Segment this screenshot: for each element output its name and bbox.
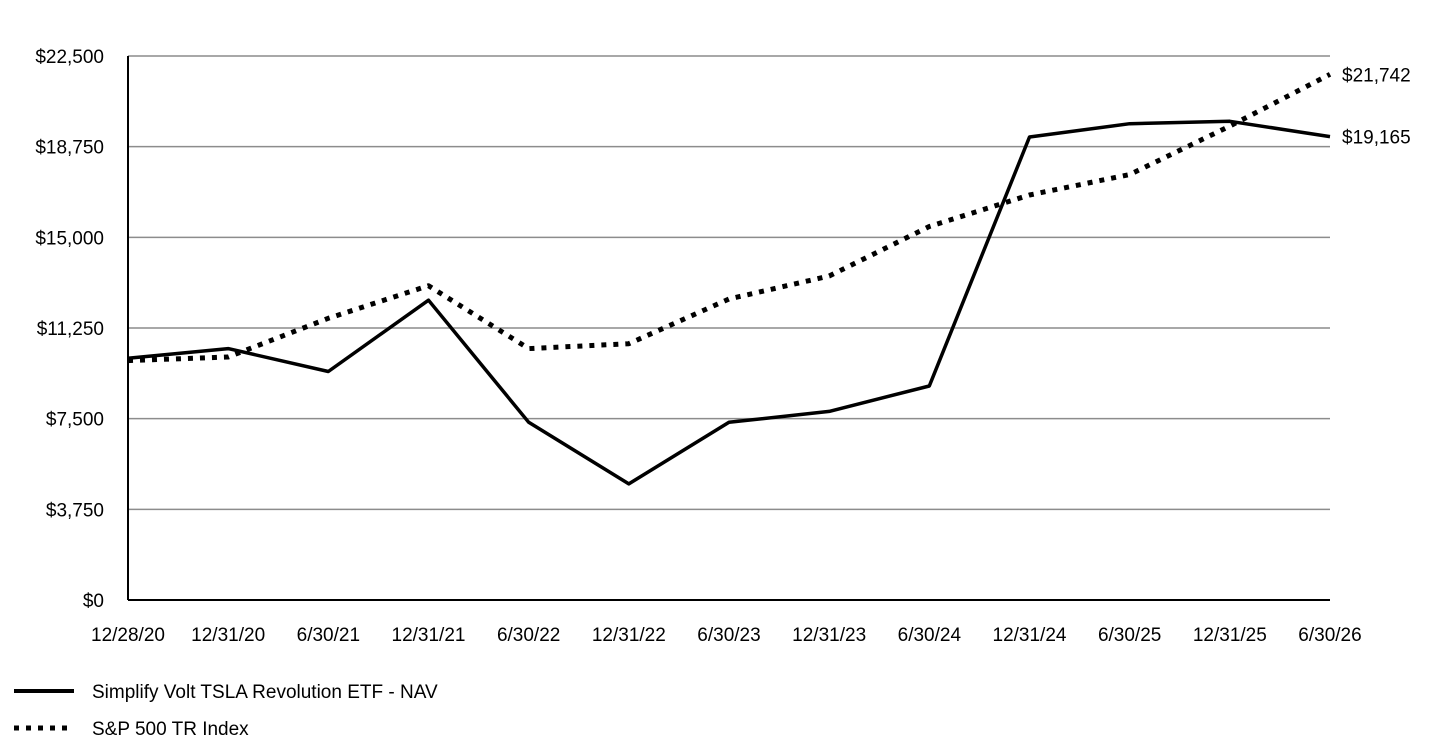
x-tick-label: 12/31/25 [1193, 625, 1267, 646]
x-tick-label: 12/31/21 [392, 625, 466, 646]
end-value-labels: $19,165 $21,742 [1342, 65, 1411, 148]
x-tick-label: 12/31/24 [993, 625, 1067, 646]
legend-label-sp500: S&P 500 TR Index [92, 719, 249, 740]
legend: Simplify Volt TSLA Revolution ETF - NAV … [14, 682, 438, 740]
x-tick-label: 12/31/22 [592, 625, 666, 646]
series-line-nav [127, 119, 1331, 486]
x-tick-label: 6/30/21 [297, 625, 360, 646]
series-line-sp500 [127, 72, 1332, 364]
y-tick-label: $22,500 [35, 47, 104, 68]
x-tick-label: 12/31/23 [792, 625, 866, 646]
x-tick-label: 12/31/20 [191, 625, 265, 646]
y-tick-label: $0 [83, 591, 104, 612]
y-tick-label: $18,750 [35, 138, 104, 159]
x-tick-label: 12/28/20 [91, 625, 165, 646]
y-tick-label: $7,500 [46, 410, 104, 431]
y-tick-label: $11,250 [37, 319, 104, 340]
series-lines [127, 72, 1332, 486]
axes [127, 56, 1330, 601]
x-tick-label: 6/30/24 [898, 625, 962, 646]
legend-label-nav: Simplify Volt TSLA Revolution ETF - NAV [92, 682, 438, 703]
end-label-nav: $19,165 [1342, 128, 1411, 149]
x-axis-tick-labels: 12/28/20 12/31/20 6/30/21 12/31/21 6/30/22 12… [91, 625, 1362, 646]
y-tick-label: $15,000 [35, 228, 104, 249]
end-label-sp500: $21,742 [1342, 65, 1411, 86]
y-axis-tick-labels: $0 $3,750 $7,500 $11,250 $15,000 $18,750 $22,5… [35, 47, 104, 612]
x-tick-label: 6/30/25 [1098, 625, 1161, 646]
x-tick-label: 6/30/26 [1298, 625, 1361, 646]
x-tick-label: 6/30/23 [697, 625, 760, 646]
y-tick-label: $3,750 [46, 500, 104, 521]
gridlines [128, 55, 1330, 511]
x-tick-label: 6/30/22 [497, 625, 560, 646]
